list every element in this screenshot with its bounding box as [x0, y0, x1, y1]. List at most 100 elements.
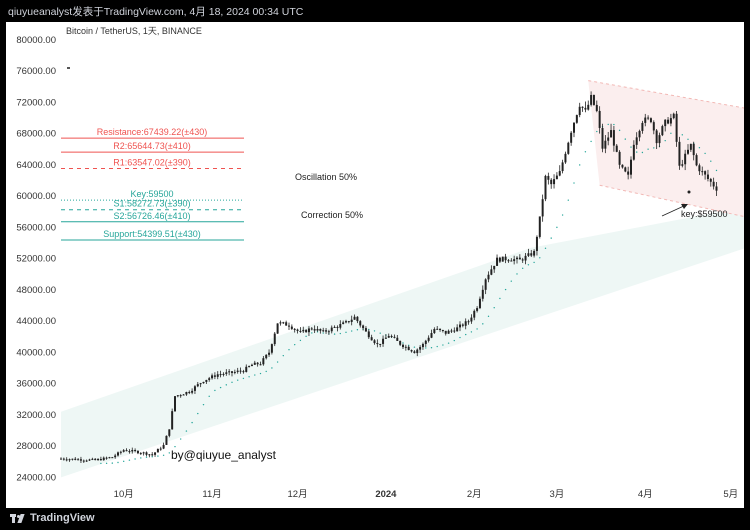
ma-point — [664, 139, 666, 142]
ma-point — [214, 389, 216, 392]
candle-body — [382, 338, 385, 344]
candle-body — [567, 142, 570, 154]
candle-body — [85, 460, 88, 462]
candle-body — [262, 358, 265, 365]
candle-body — [521, 259, 524, 261]
candle-body — [313, 329, 316, 331]
correction-note: Correction 50% — [301, 210, 363, 220]
candle-body — [288, 325, 290, 327]
candle-body — [242, 371, 245, 373]
y-tick-label: 24000.00 — [16, 472, 56, 483]
candle-body — [134, 449, 137, 451]
ma-point — [681, 134, 683, 136]
candle-body — [510, 260, 513, 262]
ma-point — [710, 160, 712, 162]
candle-body — [139, 453, 142, 455]
level-label: S2:56726.46(±410) — [114, 211, 191, 221]
candle-body — [325, 330, 328, 332]
ma-point — [442, 344, 444, 346]
candle-body — [393, 336, 396, 338]
candle-body — [179, 395, 182, 397]
candle-body — [416, 349, 419, 354]
candle-body — [316, 328, 319, 331]
candle-body — [672, 113, 675, 119]
candle-body — [413, 351, 416, 354]
level-lines: Resistance:67439.22(±430) R2:65644.73(±41… — [61, 127, 244, 241]
candle-body — [407, 346, 410, 351]
candle-body — [399, 340, 402, 345]
y-tick-label: 44000.00 — [16, 316, 56, 327]
level-label: R1:63547.02(±390) — [113, 157, 191, 167]
bottom-brand-bar: TradingView — [0, 508, 750, 530]
candle-body — [607, 137, 610, 141]
candle-body — [689, 143, 692, 150]
candle-body — [581, 106, 584, 108]
candle-body — [236, 370, 239, 372]
candle-body — [199, 383, 202, 385]
candle-body — [441, 330, 444, 332]
ma-point — [117, 461, 119, 464]
candle-body — [678, 141, 681, 166]
candle-body — [185, 391, 188, 395]
candle-body — [282, 322, 285, 324]
candle-body — [290, 326, 293, 329]
candle-body — [715, 186, 718, 191]
chart-panel[interactable]: 80000.00 76000.00 72000.00 68000.00 64000.00… — [6, 22, 745, 508]
ma-point — [430, 347, 433, 349]
tradingview-brand[interactable]: TradingView — [10, 512, 95, 524]
ma-point — [579, 164, 581, 166]
candle-body — [467, 321, 470, 323]
candle-body — [632, 144, 635, 160]
candle-body — [248, 366, 251, 368]
candle-body — [504, 256, 507, 261]
ma-point — [305, 335, 307, 338]
ma-point — [271, 367, 273, 369]
candle-body — [664, 119, 667, 127]
ma-point — [128, 459, 131, 461]
candle-body — [635, 137, 638, 145]
ma-point — [544, 247, 547, 249]
candle-body — [231, 371, 233, 373]
ma-point — [100, 462, 102, 465]
candle-body — [356, 316, 359, 322]
ma-point — [282, 354, 284, 357]
candle-body — [447, 330, 450, 334]
candle-body — [698, 165, 701, 172]
candle-body — [669, 118, 672, 124]
ma-point — [482, 323, 484, 325]
candle-body — [219, 374, 222, 376]
ma-point — [237, 379, 239, 381]
ma-point — [596, 130, 598, 133]
candle-body — [612, 130, 615, 146]
candle-body — [592, 95, 595, 105]
ma-point — [630, 146, 632, 148]
candle-body — [296, 329, 299, 331]
arrow-head — [681, 204, 688, 209]
candle-body — [527, 253, 530, 256]
candle-body — [99, 458, 102, 461]
candle-body — [270, 344, 273, 353]
candle-body — [159, 448, 162, 450]
candle-body — [250, 364, 253, 367]
ma-point — [476, 328, 478, 330]
ma-point — [636, 151, 638, 153]
candle-body — [279, 322, 282, 324]
ma-point — [185, 430, 188, 432]
candle-body — [119, 451, 122, 453]
candle-body — [182, 394, 185, 396]
level-label: Key:59500 — [130, 189, 173, 199]
candle-body — [541, 199, 544, 217]
price-chart[interactable]: 80000.00 76000.00 72000.00 68000.00 64000.00… — [6, 22, 745, 508]
tradingview-logo-icon — [10, 512, 25, 524]
candle-body — [598, 110, 601, 128]
candle-body — [256, 362, 259, 365]
candle-body — [470, 317, 473, 322]
arrow-line — [661, 204, 687, 217]
ma-point — [259, 372, 262, 375]
candle-body — [222, 373, 225, 375]
x-tick-label: 5月 — [723, 489, 738, 500]
candle-body — [128, 451, 131, 453]
candle-body — [610, 130, 613, 138]
candle-body — [176, 395, 179, 397]
channel-top-line — [588, 80, 745, 109]
